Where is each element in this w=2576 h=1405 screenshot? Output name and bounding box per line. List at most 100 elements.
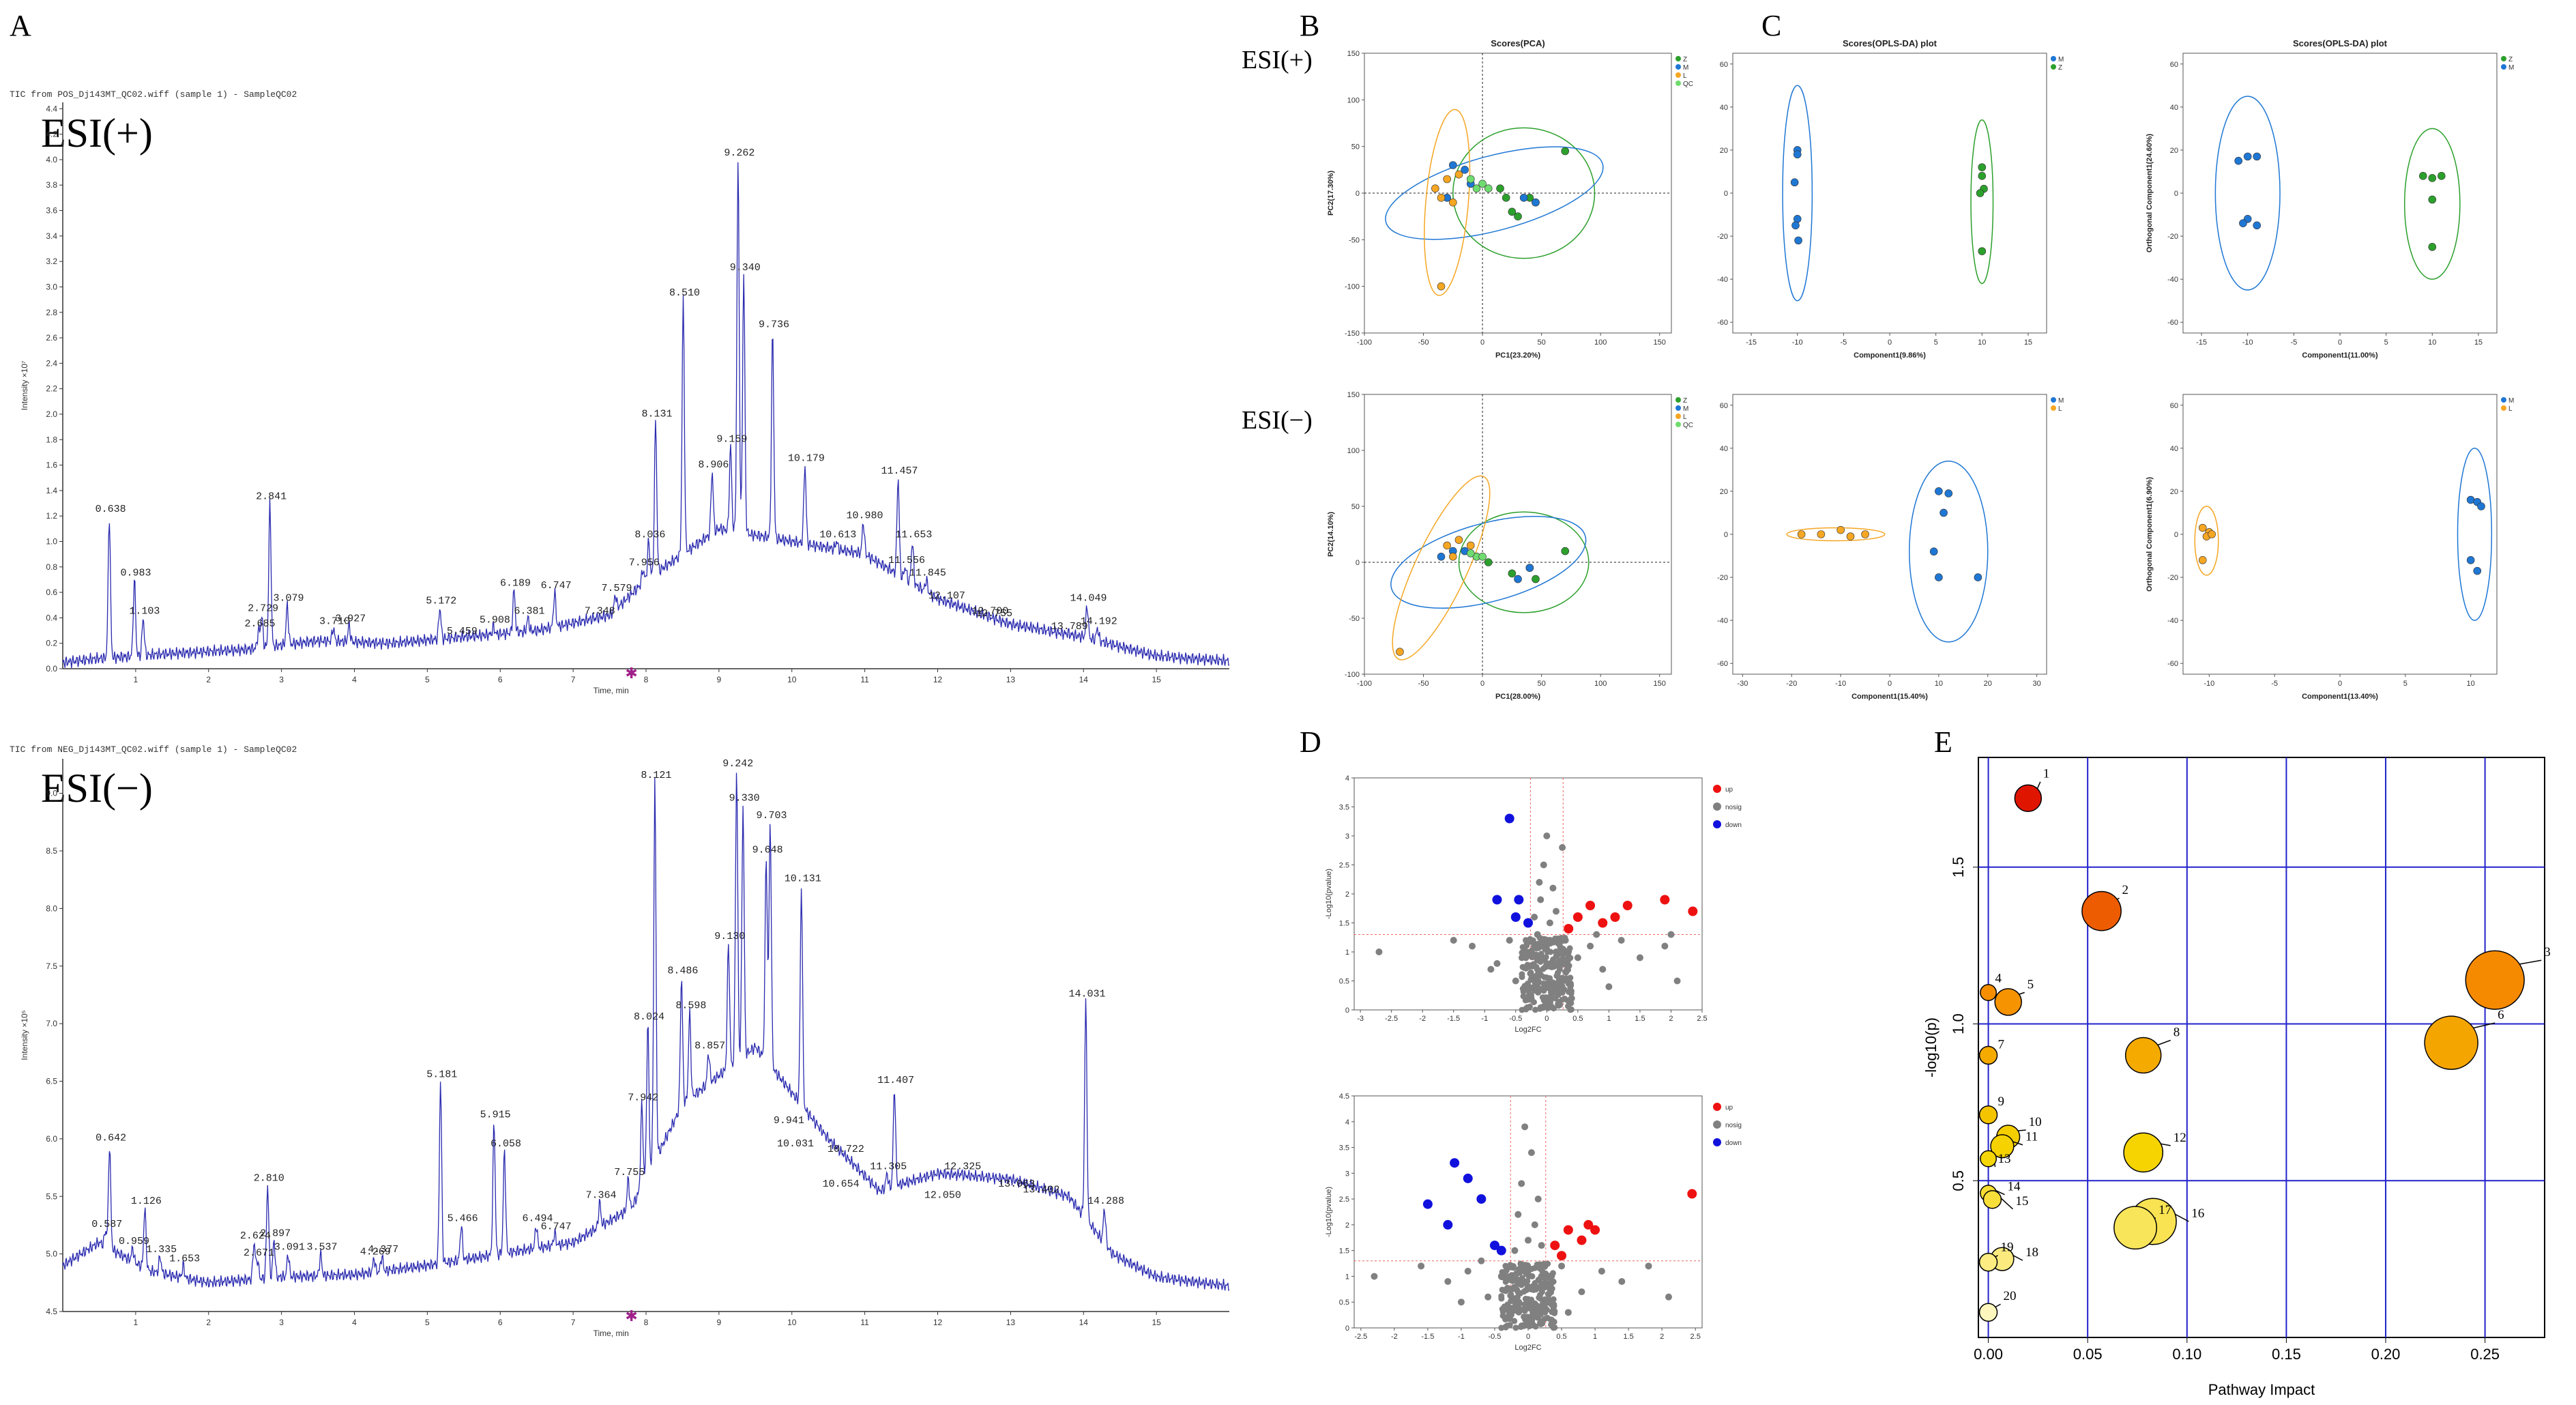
score-point-M (1437, 552, 1446, 561)
plot-frame (1732, 53, 2047, 334)
peak-label: 8.857 (694, 1040, 725, 1052)
volcano-point-nosig (1512, 1324, 1519, 1331)
volcano-plot-negative: -2.5 -2 -1.5 -1 -0.5 0 0.5 1 1.5 2 2.5 0 0.5 1 1.5 2 2.5… (1325, 1092, 1742, 1352)
peak-label: 9.130 (714, 931, 745, 942)
pathway-bubble (1978, 1105, 1998, 1125)
y-tick-label: 1 (1345, 948, 1349, 957)
y-tick-label: 4.2 (46, 130, 57, 139)
volcano-point-nosig (1546, 937, 1553, 944)
x-tick-label: 0.05 (2073, 1346, 2103, 1363)
y-tick-label: -50 (1349, 236, 1360, 244)
legend-label: L (2508, 405, 2513, 413)
peak-label: 1.335 (146, 1244, 177, 1256)
x-tick-label: 10 (787, 675, 797, 684)
y-tick-label: 1.8 (46, 435, 57, 444)
peak-label: 3.710 (319, 615, 350, 627)
y-tick-label: 150 (1347, 391, 1360, 399)
y-tick-label: 20 (2170, 488, 2178, 496)
y-tick-label: -50 (1349, 615, 1360, 623)
x-tick-label: -20 (1786, 680, 1797, 688)
y-tick-label: 0 (2174, 190, 2178, 198)
legend-label: L (2058, 405, 2062, 413)
y-tick-label: 60 (2170, 61, 2178, 69)
volcano-point-nosig (1549, 884, 1557, 892)
y-axis-title: -Log10(pvalue) (1325, 1187, 1333, 1237)
peak-label: 12.050 (924, 1190, 961, 1202)
legend-label: up (1725, 786, 1733, 794)
volcano-point-nosig (1567, 1006, 1574, 1013)
volcano-point-nosig (1527, 1304, 1534, 1311)
bubble-label: 2 (2122, 883, 2129, 897)
x-tick-label: 0.10 (2172, 1346, 2201, 1363)
x-tick-label: 5 (2384, 338, 2388, 347)
score-point-M (2234, 156, 2242, 165)
x-tick-label: 4 (352, 1318, 357, 1327)
score-point-QC (1472, 184, 1481, 192)
bubble-label: 7 (1998, 1037, 2005, 1052)
volcano-point-nosig (1549, 1270, 1556, 1277)
bubble-label: 17 (2158, 1203, 2171, 1217)
x-tick-label: 15 (1152, 675, 1161, 684)
legend-marker-up (1713, 785, 1721, 793)
peak-label: 6.189 (500, 577, 531, 589)
volcano-point-nosig (1508, 1298, 1514, 1305)
peak-label: 0.642 (96, 1132, 126, 1144)
confidence-ellipse-Z (1970, 119, 1994, 285)
volcano-point-nosig (1537, 972, 1545, 979)
volcano-point-up (1577, 1235, 1587, 1245)
score-point-Z (2418, 171, 2427, 180)
y-tick-label: 7.5 (46, 961, 57, 971)
score-point-L (1431, 184, 1439, 192)
volcano-point-down (1514, 895, 1524, 905)
volcano-point-up (1572, 912, 1583, 922)
peak-label: 5.915 (480, 1110, 511, 1121)
peak-label: 13.402 (1023, 1184, 1059, 1196)
score-point-Z (2438, 171, 2446, 180)
volcano-point-down (1422, 1199, 1433, 1209)
y-tick-label: 60 (1720, 402, 1728, 410)
y-tick-label: 5.5 (46, 1191, 57, 1201)
pathway-bubble (1978, 1303, 1998, 1322)
volcano-point-nosig (1518, 954, 1525, 961)
volcano-point-nosig (1537, 896, 1545, 903)
volcano-point-up (1557, 1251, 1567, 1261)
plot-title: Scores(PCA) (1491, 38, 1545, 48)
y-tick-label: 4.5 (46, 1307, 57, 1316)
peak-label: 14.031 (1069, 988, 1106, 1000)
pca-plot-negative: -100 -50 0 50 100 150 -100 -50 0 50 100 150 PC1(28.0… (1327, 391, 1693, 701)
y-tick-label: 2.2 (46, 384, 57, 394)
y-tick-label: 100 (1347, 96, 1360, 104)
volcano-point-nosig (1568, 1000, 1575, 1006)
volcano-point-nosig (1548, 1002, 1555, 1009)
peak-label: 3.537 (307, 1242, 338, 1254)
volcano-point-nosig (1534, 1314, 1541, 1321)
legend-label: QC (1683, 81, 1693, 88)
volcano-point-up (1550, 1241, 1560, 1251)
peak-label: 5.459 (447, 626, 478, 637)
x-tick-label: 0 (1545, 1015, 1549, 1023)
peak-label: 14.288 (1087, 1196, 1124, 1207)
volcano-point-nosig (1530, 1314, 1536, 1321)
score-point-M (1461, 166, 1469, 174)
volcano-plot-positive: -3 -2.5 -2 -1.5 -1 -0.5 0 0.5 1 1.5 2 2.5 0 0.5 1 1.5 2 2… (1325, 774, 1742, 1034)
score-point-L (1861, 530, 1869, 538)
volcano-point-nosig (1540, 861, 1547, 869)
legend-label: L (1683, 72, 1687, 80)
score-point-M (1525, 564, 1534, 573)
y-tick-label: 0 (1356, 559, 1360, 567)
peak-label: 8.121 (641, 770, 671, 781)
y-tick-label: -60 (2167, 660, 2178, 668)
peak-label: 10.722 (828, 1144, 864, 1155)
y-tick-label: 0.5 (1339, 978, 1349, 986)
x-tick-label: 50 (1537, 338, 1545, 347)
x-tick-label: 5 (2403, 680, 2407, 688)
y-axis-title: PC2(14.10%) (1327, 512, 1335, 557)
volcano-point-nosig (1618, 937, 1625, 944)
confidence-ellipse-M (1390, 515, 1587, 609)
y-tick-label: 60 (1720, 61, 1728, 69)
x-tick-label: 3 (279, 675, 284, 684)
peak-label: 5.181 (426, 1069, 457, 1081)
y-tick-label: 0 (2174, 531, 2178, 539)
volcano-point-nosig (1517, 1290, 1524, 1297)
peak-label: 6.494 (523, 1213, 553, 1224)
